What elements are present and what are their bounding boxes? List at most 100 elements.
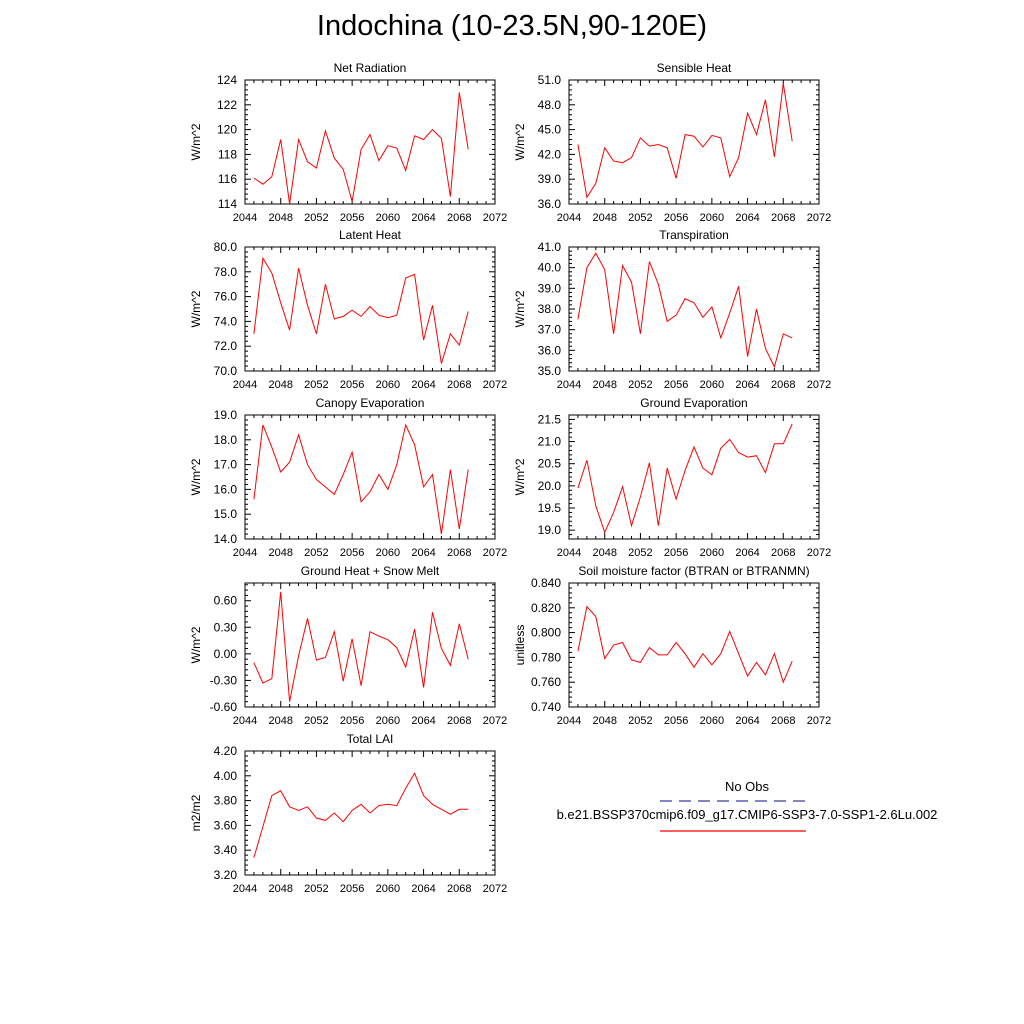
legend-case-line [660, 830, 806, 832]
y-tick-label: 114 [218, 197, 237, 211]
y-tick-label: 120 [217, 123, 237, 137]
y-axis-label: unitless [513, 625, 527, 666]
y-tick-label: 0.00 [214, 647, 238, 661]
x-tick-label: 2044 [557, 547, 581, 559]
x-tick-label: 2056 [664, 715, 688, 727]
x-tick-label: 2060 [376, 883, 400, 895]
y-tick-label: 15.0 [214, 507, 238, 521]
x-tick-label: 2044 [557, 379, 581, 391]
x-tick-label: 2064 [411, 212, 435, 224]
x-tick-label: 2048 [592, 547, 616, 559]
x-tick-label: 2060 [700, 212, 724, 224]
y-tick-label: 122 [217, 98, 237, 112]
y-tick-label: 39.0 [538, 172, 562, 186]
y-tick-label: 36.0 [538, 197, 562, 211]
y-tick-label: 14.0 [214, 532, 238, 546]
x-tick-label: 2044 [233, 715, 257, 727]
legend-case-label: b.e21.BSSP370cmip6.f09_g17.CMIP6-SSP3-7.… [556, 807, 938, 822]
series-line [577, 423, 793, 534]
x-tick-label: 2056 [340, 547, 364, 559]
panel-title: Canopy Evaporation [316, 396, 425, 410]
y-axis-label: W/m^2 [189, 290, 203, 327]
y-tick-label: 36.0 [538, 343, 562, 357]
x-tick-label: 2056 [664, 212, 688, 224]
y-tick-label: 51.0 [538, 73, 562, 87]
x-tick-label: 2048 [592, 379, 616, 391]
y-tick-label: 76.0 [214, 290, 238, 304]
panel-title: Sensible Heat [657, 61, 732, 75]
y-axis-label: W/m^2 [189, 626, 203, 663]
x-tick-label: 2064 [735, 547, 759, 559]
x-tick-label: 2044 [233, 547, 257, 559]
x-tick-label: 2056 [340, 715, 364, 727]
y-tick-label: 45.0 [538, 123, 562, 137]
y-axis-label: W/m^2 [513, 458, 527, 495]
series-line [253, 772, 469, 858]
y-tick-label: -0.30 [210, 673, 238, 687]
x-tick-label: 2048 [268, 547, 292, 559]
x-tick-label: 2064 [411, 715, 435, 727]
x-tick-label: 2056 [664, 547, 688, 559]
chart-panel-3: Latent Heat W/m^2 2044 2048 2052 2056 2060 2064… [189, 228, 507, 391]
x-tick-label: 2064 [411, 379, 435, 391]
y-tick-label: 3.60 [214, 818, 238, 832]
plot-frame [568, 582, 820, 708]
y-tick-label: 4.20 [214, 744, 238, 758]
y-tick-label: 19.5 [538, 501, 562, 515]
x-tick-label: 2060 [376, 379, 400, 391]
y-tick-label: 74.0 [214, 314, 238, 328]
x-tick-label: 2060 [376, 715, 400, 727]
y-tick-label: 80.0 [214, 240, 238, 254]
x-tick-label: 2072 [483, 715, 507, 727]
y-tick-label: 78.0 [214, 265, 238, 279]
x-tick-label: 2048 [592, 212, 616, 224]
series-line [253, 423, 469, 535]
x-tick-label: 2044 [557, 212, 581, 224]
x-tick-label: 2048 [268, 883, 292, 895]
panel-title: Ground Heat + Snow Melt [301, 564, 440, 578]
x-tick-label: 2048 [592, 715, 616, 727]
y-axis-label: m2/m2 [189, 794, 203, 831]
y-tick-label: 0.30 [214, 620, 238, 634]
y-tick-label: 124 [217, 73, 237, 87]
x-tick-label: 2052 [628, 547, 652, 559]
x-tick-label: 2056 [340, 212, 364, 224]
y-tick-label: 42.0 [538, 147, 562, 161]
x-tick-label: 2068 [447, 379, 471, 391]
x-tick-label: 2048 [268, 212, 292, 224]
x-tick-label: 2060 [700, 715, 724, 727]
panel-title: Ground Evaporation [640, 396, 747, 410]
x-tick-label: 2060 [376, 212, 400, 224]
y-tick-label: 70.0 [214, 364, 238, 378]
x-tick-label: 2064 [735, 379, 759, 391]
y-tick-label: 21.0 [538, 435, 562, 449]
y-tick-label: 39.0 [538, 281, 562, 295]
y-tick-label: 19.0 [538, 523, 562, 537]
x-tick-label: 2044 [233, 883, 257, 895]
y-tick-label: 3.40 [214, 843, 238, 857]
y-tick-label: 4.00 [214, 769, 238, 783]
legend-obs-line [660, 800, 806, 802]
y-axis-label: W/m^2 [189, 123, 203, 160]
y-tick-label: 18.0 [214, 433, 238, 447]
chart-panel-9: Total LAI m2/m2 2044 2048 2052 2056 2060 2064 20… [189, 732, 507, 895]
y-tick-label: -0.60 [210, 700, 238, 714]
y-tick-label: 37.0 [538, 323, 562, 337]
panel-title: Transpiration [659, 228, 729, 242]
x-tick-label: 2072 [807, 212, 831, 224]
y-tick-label: 0.780 [531, 650, 561, 664]
y-tick-label: 72.0 [214, 339, 238, 353]
series-line [577, 83, 793, 199]
x-tick-label: 2064 [735, 212, 759, 224]
x-tick-label: 2072 [483, 883, 507, 895]
y-tick-label: 0.760 [531, 675, 561, 689]
x-tick-label: 2044 [557, 715, 581, 727]
x-tick-label: 2056 [664, 379, 688, 391]
y-tick-label: 48.0 [538, 98, 562, 112]
plot-frame [568, 246, 820, 372]
y-tick-label: 116 [218, 172, 237, 186]
x-tick-label: 2048 [268, 715, 292, 727]
x-tick-label: 2072 [483, 212, 507, 224]
y-tick-label: 0.60 [214, 594, 238, 608]
